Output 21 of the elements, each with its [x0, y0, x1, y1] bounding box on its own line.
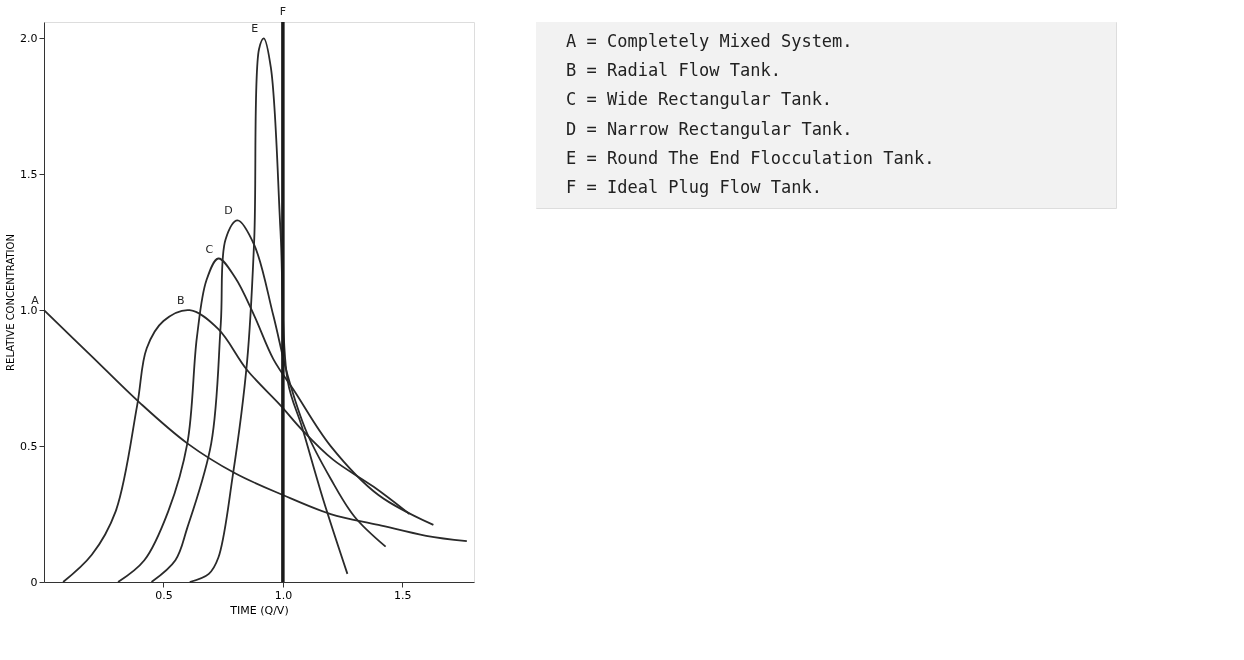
text: C = Wide Rectangular Tank.	[566, 89, 833, 110]
text: A = Completely Mixed System.	[566, 31, 853, 52]
x-tick-label: 0.5	[155, 588, 173, 602]
series-label: C	[205, 242, 214, 256]
text: B = Radial Flow Tank.	[566, 60, 781, 81]
y-axis-title: RELATIVE CONCENTRATION	[5, 234, 17, 371]
x-tick-label: 1.5	[394, 588, 412, 602]
series-label: D	[224, 204, 233, 218]
text: F = Ideal Plug Flow Tank.	[566, 176, 822, 197]
y-tick-label: 2.0	[20, 31, 38, 45]
series-label: B	[176, 294, 185, 308]
text: E = Round The End Flocculation Tank.	[566, 147, 935, 168]
y-tick-label: 1.5	[20, 167, 38, 181]
y-tick-label: 0	[30, 575, 38, 589]
y-tick-label: 0.5	[20, 439, 38, 453]
x-axis-title: TIME (Q/V)	[229, 603, 289, 617]
x-tick-label: 1.0	[274, 588, 293, 602]
series-label: E	[251, 22, 259, 36]
y-tick-label: 1.0	[20, 303, 38, 317]
ref-line-label: F	[279, 5, 287, 18]
text: D = Narrow Rectangular Tank.	[566, 118, 853, 139]
